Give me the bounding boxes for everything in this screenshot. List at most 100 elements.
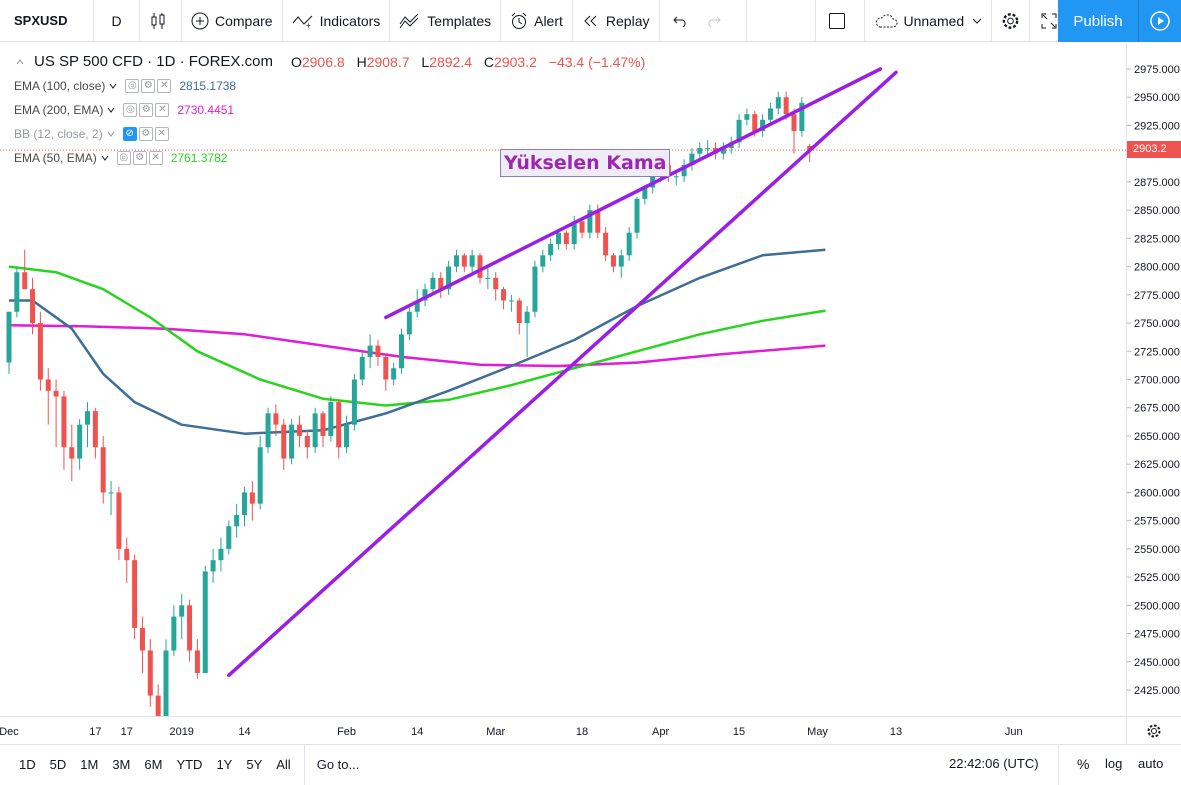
range-5y[interactable]: 5Y	[246, 757, 263, 772]
range-1y[interactable]: 1Y	[216, 757, 233, 772]
candle-body	[147, 650, 153, 696]
candle	[187, 599, 193, 662]
candle-body	[422, 289, 428, 301]
candle-body	[705, 148, 711, 150]
eye-icon[interactable]: ◎	[125, 79, 140, 93]
undo-button[interactable]	[660, 0, 700, 42]
pattern-annotation[interactable]: Yükselen Kama	[500, 149, 671, 177]
close-icon[interactable]: ✕	[154, 127, 169, 141]
indicators-button[interactable]: + Indicators	[283, 0, 391, 42]
chart-type-button[interactable]	[140, 0, 182, 42]
range-3m[interactable]: 3M	[112, 757, 131, 772]
time-axis[interactable]: Dec 17 17 2019 14 Feb 14 Mar 18 Apr 15 May 13 Jun	[0, 716, 1126, 744]
clock[interactable]: 22:42:06 (UTC)	[949, 756, 1039, 771]
candle-body	[767, 108, 773, 120]
range-5d[interactable]: 5D	[49, 757, 67, 772]
series-title[interactable]: US SP 500 CFD · 1D · FOREX.com	[34, 53, 273, 70]
ema50-line	[8, 265, 826, 407]
layout-button[interactable]: Unnamed	[865, 0, 993, 42]
candle	[218, 537, 224, 572]
price-tick-label: 2800.000	[1134, 262, 1180, 274]
last-price-label: 2903.2	[1127, 141, 1181, 158]
candle-body	[760, 119, 766, 132]
auto-toggle[interactable]: auto	[1138, 756, 1164, 771]
indicator-label[interactable]: BB (12, close, 2)	[14, 127, 103, 141]
candle	[85, 402, 90, 448]
symbol-search[interactable]: SPXUSD	[0, 0, 94, 42]
candle-body	[14, 272, 20, 312]
indicator-label[interactable]: EMA (100, close)	[14, 79, 106, 93]
interval-button[interactable]: D	[94, 0, 140, 42]
templates-button[interactable]: Templates	[390, 0, 502, 42]
log-toggle[interactable]: log	[1105, 756, 1123, 771]
chart-legend: US SP 500 CFD · 1D · FOREX.com O2906.8 H…	[14, 50, 653, 170]
settings-button[interactable]	[992, 0, 1031, 42]
range-ytd[interactable]: YTD	[176, 757, 203, 772]
candle-body	[328, 402, 334, 436]
candle	[336, 399, 342, 459]
gear-icon[interactable]: ⚙	[139, 103, 154, 117]
range-6m[interactable]: 6M	[144, 757, 163, 772]
publish-button[interactable]: Publish	[1058, 0, 1138, 42]
close-icon[interactable]: ✕	[155, 103, 170, 117]
range-1d[interactable]: 1D	[19, 757, 36, 772]
chevron-down-icon[interactable]	[107, 131, 115, 137]
candle-body	[391, 368, 397, 380]
candle	[147, 639, 153, 707]
chevron-down-icon[interactable]	[101, 155, 109, 161]
time-tick-label: 17	[89, 726, 101, 738]
candle	[328, 396, 334, 442]
time-tick-label: 14	[411, 726, 423, 738]
gear-icon[interactable]: ⚙	[141, 79, 156, 93]
indicator-legend-bb[interactable]: BB (12, close, 2) ⊘ ⚙ ✕	[14, 122, 653, 146]
collapse-chevron-icon[interactable]	[14, 56, 26, 68]
eye-icon[interactable]: ◎	[116, 151, 131, 165]
candle-body	[194, 650, 200, 674]
indicator-legend-ema50[interactable]: EMA (50, EMA) ◎ ⚙ ✕ 2761.3782	[14, 146, 653, 170]
chart-pane[interactable]	[0, 42, 1126, 730]
candle-body	[697, 148, 703, 154]
chart-canvas[interactable]	[0, 42, 1126, 730]
play-button[interactable]	[1138, 0, 1181, 42]
goto-button[interactable]: Go to...	[316, 757, 360, 772]
redo-button[interactable]	[700, 0, 747, 42]
high-value: 2908.7	[366, 54, 410, 70]
candle	[30, 277, 36, 335]
candle	[689, 148, 695, 171]
eye-off-icon[interactable]: ⊘	[122, 127, 137, 141]
close-icon[interactable]: ✕	[148, 151, 163, 165]
indicator-legend-ema200[interactable]: EMA (200, EMA) ◎ ⚙ ✕ 2730.4451	[14, 98, 653, 122]
indicator-label[interactable]: EMA (200, EMA)	[14, 103, 104, 117]
indicator-legend-ema100[interactable]: EMA (100, close) ◎ ⚙ ✕ 2815.1738	[14, 74, 653, 98]
close-icon[interactable]: ✕	[157, 79, 172, 93]
gear-icon[interactable]: ⚙	[138, 127, 153, 141]
gear-icon[interactable]: ⚙	[132, 151, 147, 165]
range-1m[interactable]: 1M	[80, 757, 99, 772]
candle	[548, 238, 554, 261]
candle-body	[100, 447, 106, 493]
axis-settings-button[interactable]	[1126, 716, 1181, 744]
candle-body	[438, 277, 444, 290]
candle-body	[108, 492, 114, 494]
candle	[257, 435, 263, 510]
chevron-down-icon[interactable]	[109, 83, 117, 89]
price-axis[interactable]: 2425.000 2450.000 2475.000 2500.000 2525.000…	[1126, 42, 1181, 716]
range-all[interactable]: All	[276, 757, 291, 772]
candle	[406, 306, 412, 340]
candle-body	[257, 447, 263, 504]
eye-icon[interactable]: ◎	[123, 103, 138, 117]
candle	[265, 407, 271, 453]
chevron-down-icon[interactable]	[107, 107, 115, 113]
compare-button[interactable]: Compare	[182, 0, 283, 42]
select-button[interactable]	[814, 0, 865, 42]
svg-text:+: +	[306, 21, 311, 29]
candle	[92, 407, 98, 459]
alert-button[interactable]: Alert	[501, 0, 573, 42]
wedge-upper-line	[384, 67, 883, 320]
replay-button[interactable]: Replay	[573, 0, 660, 42]
chevron-down-icon	[972, 18, 982, 24]
percent-toggle[interactable]: %	[1077, 756, 1090, 772]
candle-body	[336, 402, 342, 448]
indicator-label[interactable]: EMA (50, EMA)	[14, 151, 97, 165]
candle-body	[30, 289, 36, 324]
